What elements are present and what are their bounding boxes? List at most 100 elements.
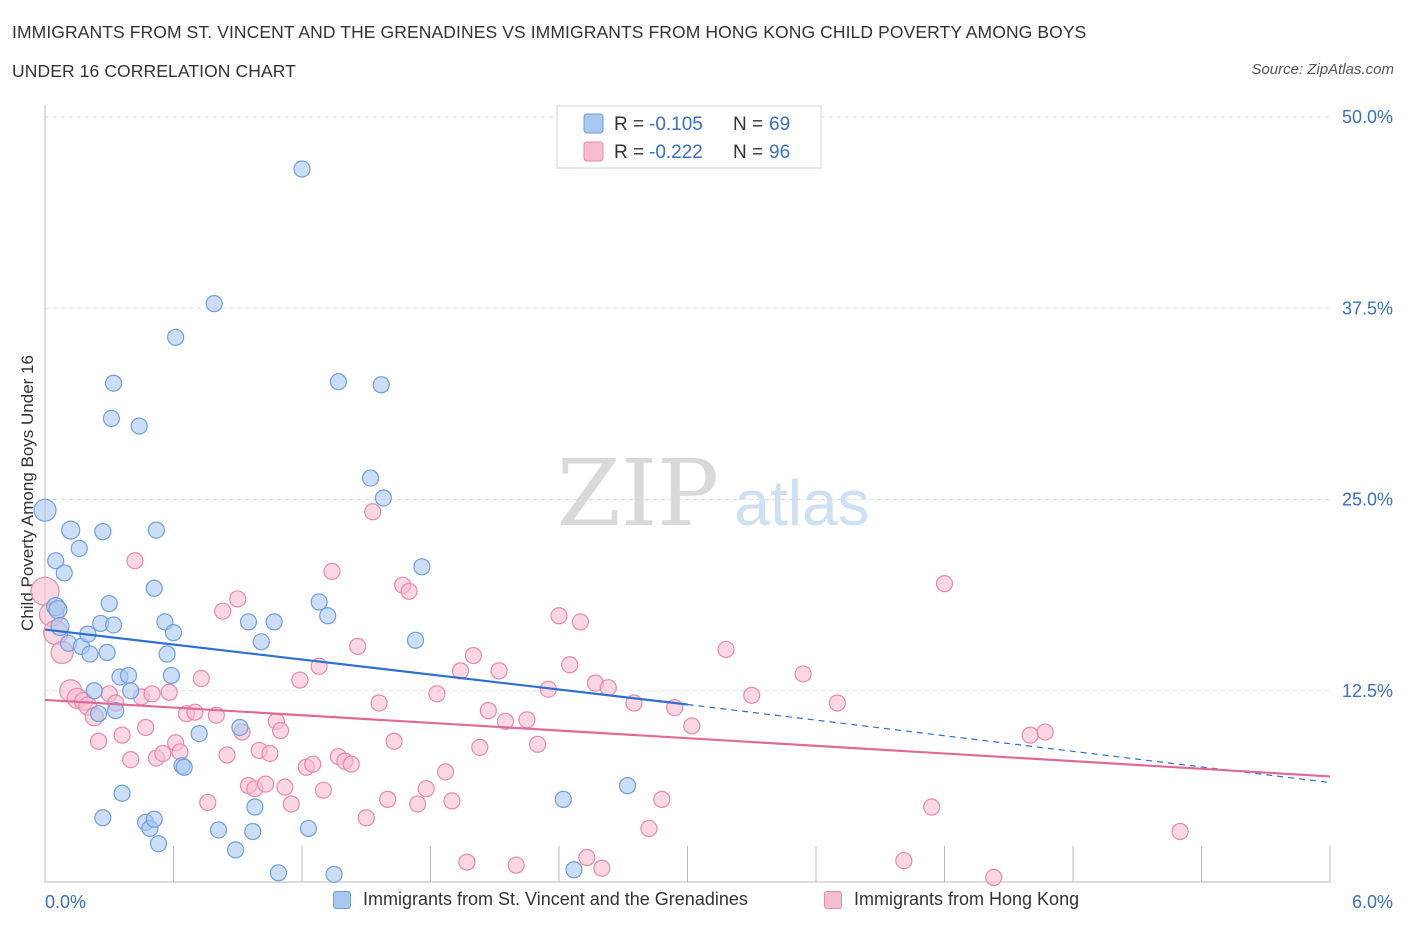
data-point-st-vincent [100, 594, 118, 613]
data-point-st-vincent [130, 417, 148, 435]
legend-item-hong-kong: Immigrants from Hong Kong [824, 889, 1079, 910]
legend-n-label-2: N = [733, 142, 763, 163]
data-point-st-vincent [299, 819, 318, 838]
data-point-hong-kong [417, 780, 435, 798]
legend-swatch-blue [583, 113, 604, 134]
data-point-st-vincent [252, 633, 270, 651]
data-point-st-vincent [158, 645, 176, 663]
y-tick-label: 37.5% [1342, 298, 1393, 318]
watermark-atlas: atlas [734, 467, 869, 539]
trendline-hong-kong [44, 698, 1331, 778]
data-point-st-vincent [618, 777, 637, 795]
data-point-hong-kong [143, 685, 161, 703]
watermark-zip: ZIP [557, 440, 719, 547]
data-point-st-vincent [33, 498, 57, 522]
legend-r-value-1: -0.105 [649, 114, 703, 135]
data-point-st-vincent [190, 724, 208, 743]
data-point-hong-kong [126, 552, 144, 570]
data-point-hong-kong [314, 781, 333, 799]
data-point-hong-kong [137, 718, 155, 737]
data-point-hong-kong [261, 744, 279, 763]
data-point-hong-kong [271, 721, 290, 740]
data-point-hong-kong [89, 732, 108, 750]
data-point-st-vincent [61, 520, 81, 540]
data-point-hong-kong [550, 607, 568, 625]
data-point-hong-kong [561, 656, 579, 674]
data-point-st-vincent [94, 809, 112, 827]
data-point-st-vincent [227, 841, 245, 859]
data-point-st-vincent [175, 758, 193, 776]
data-point-hong-kong [571, 613, 590, 631]
series-st-vincent-points [33, 160, 637, 883]
data-point-hong-kong [276, 778, 294, 796]
data-point-st-vincent [104, 616, 123, 634]
legend-n-value-1: 69 [769, 114, 790, 135]
data-point-st-vincent [413, 558, 431, 576]
data-point-hong-kong [528, 735, 547, 753]
data-point-hong-kong [599, 679, 617, 697]
data-point-hong-kong [653, 790, 671, 808]
legend-label-st-vincent: Immigrants from St. Vincent and the Gren… [363, 889, 748, 909]
data-point-hong-kong [370, 694, 388, 712]
data-point-hong-kong [436, 763, 455, 781]
data-point-hong-kong [291, 671, 309, 689]
watermark: ZIP atlas [557, 440, 870, 547]
data-point-st-vincent [269, 864, 288, 882]
data-point-hong-kong [409, 795, 427, 813]
data-point-st-vincent [145, 579, 163, 597]
y-axis-tick-labels: 12.5% 25.0% 37.5% 50.0% [1342, 107, 1393, 701]
legend-swatch-st-vincent [333, 890, 351, 909]
y-tick-label: 50.0% [1342, 107, 1393, 127]
data-point-hong-kong [379, 790, 397, 808]
data-point-hong-kong [357, 809, 375, 827]
legend-label-hong-kong: Immigrants from Hong Kong [854, 889, 1080, 909]
data-point-hong-kong [282, 795, 300, 813]
data-point-hong-kong [743, 686, 761, 704]
legend-item-st-vincent: Immigrants from St. Vincent and the Gren… [333, 889, 748, 910]
data-point-hong-kong [218, 746, 236, 764]
data-point-st-vincent [107, 702, 125, 720]
data-point-hong-kong [578, 848, 596, 867]
data-point-st-vincent [246, 798, 264, 816]
data-point-st-vincent [47, 552, 65, 570]
data-point-st-vincent [55, 564, 73, 582]
data-point-st-vincent [554, 790, 572, 808]
y-tick-label: 12.5% [1342, 681, 1393, 701]
data-point-hong-kong [192, 669, 210, 688]
legend-r-label-2: R = [614, 142, 644, 163]
data-point-st-vincent [164, 624, 183, 642]
data-point-hong-kong [113, 726, 131, 744]
data-point-st-vincent [48, 600, 68, 620]
data-point-hong-kong [895, 851, 913, 870]
data-point-st-vincent [310, 593, 328, 611]
data-point-hong-kong [490, 662, 508, 680]
x-tick-label-min: 0.0% [45, 892, 86, 912]
data-point-hong-kong [214, 602, 232, 620]
data-point-st-vincent [265, 613, 283, 631]
data-point-hong-kong [160, 683, 178, 701]
source-label: Source: ZipAtlas.com [1251, 61, 1394, 78]
data-point-hong-kong [923, 798, 941, 816]
data-point-st-vincent [325, 865, 343, 883]
data-point-hong-kong [349, 637, 367, 655]
data-point-hong-kong [717, 640, 735, 659]
data-point-hong-kong [256, 775, 275, 793]
data-point-hong-kong [122, 750, 140, 769]
data-point-hong-kong [640, 819, 658, 838]
legend-r-value-2: -0.222 [649, 142, 703, 163]
data-point-hong-kong [479, 702, 497, 720]
data-point-st-vincent [104, 374, 123, 392]
data-point-hong-kong [443, 792, 461, 810]
legend-n-label-1: N = [733, 114, 763, 135]
data-point-st-vincent [147, 521, 165, 539]
data-point-st-vincent [239, 613, 258, 631]
y-axis-label: Child Poverty Among Boys Under 16 [18, 355, 37, 631]
data-point-hong-kong [683, 717, 701, 735]
data-point-hong-kong [428, 685, 446, 703]
data-point-st-vincent [162, 666, 180, 685]
data-point-st-vincent [372, 376, 390, 394]
data-point-st-vincent [565, 861, 583, 879]
data-point-st-vincent [319, 607, 337, 625]
legend-r-label-1: R = [614, 114, 644, 135]
